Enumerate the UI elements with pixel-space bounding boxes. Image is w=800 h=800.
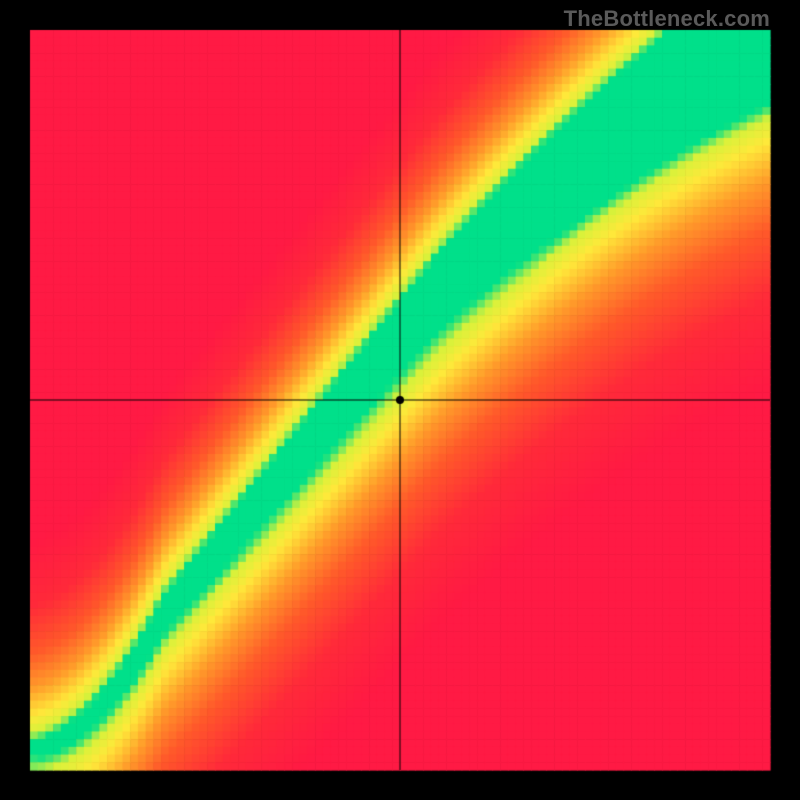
chart-stage: TheBottleneck.com <box>0 0 800 800</box>
bottleneck-heatmap <box>0 0 800 800</box>
watermark-label: TheBottleneck.com <box>564 6 770 32</box>
